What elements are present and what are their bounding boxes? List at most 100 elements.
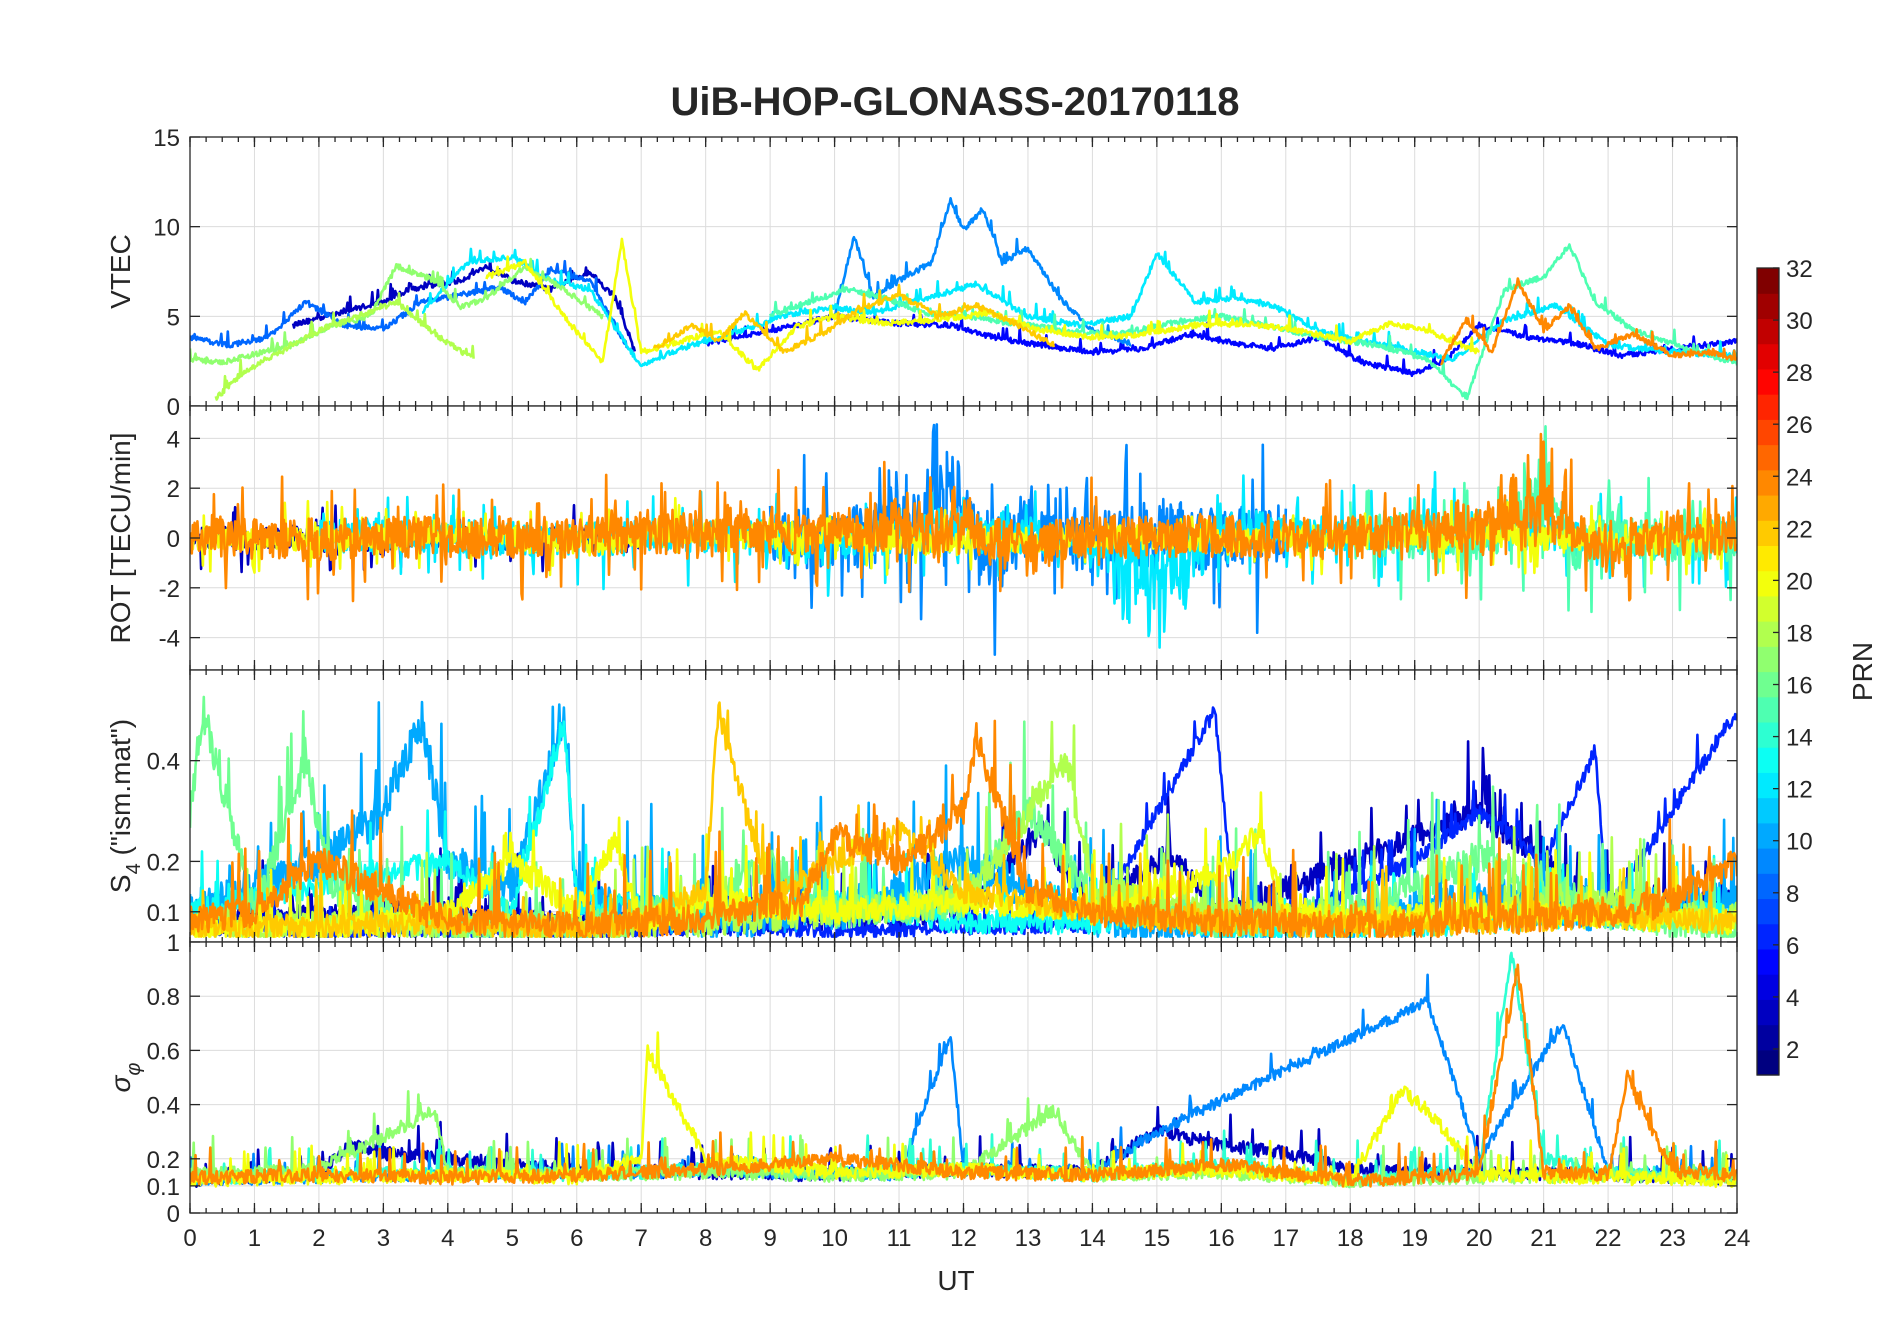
x-tick-label: 10 xyxy=(821,1225,848,1252)
colorbar-tick-label: 6 xyxy=(1786,933,1799,960)
series-line-prn-24 xyxy=(190,432,1737,603)
colorbar-segment xyxy=(1757,848,1779,874)
sigma-phi-panel: 00.10.2 0.4 0.6 0.8 1 σφ xyxy=(105,930,1738,1228)
series-line-prn-18 xyxy=(214,291,475,401)
colorbar-tick-label: 2 xyxy=(1786,1037,1799,1064)
x-tick-label: 1 xyxy=(248,1225,261,1252)
colorbar-segment xyxy=(1757,545,1779,572)
y-axis-label: ROT [TECU/min] xyxy=(105,432,136,643)
colorbar-tick-label: 26 xyxy=(1786,412,1813,439)
x-axis-label: UT xyxy=(937,1265,974,1296)
colorbar-tick-label: 4 xyxy=(1786,985,1799,1012)
colorbar-segment xyxy=(1757,570,1779,597)
x-tick-label: 14 xyxy=(1079,1225,1106,1252)
y-tick-label: 1 xyxy=(167,930,180,957)
series-line-prn-24 xyxy=(1440,277,1737,366)
x-tick-label: 7 xyxy=(635,1225,648,1252)
x-tick-label: 18 xyxy=(1337,1225,1364,1252)
colorbar-segment xyxy=(1757,646,1779,673)
y-tick-label: 0.2 xyxy=(147,1147,180,1174)
x-tick-label: 2 xyxy=(312,1225,325,1252)
colorbar-tick-label: 8 xyxy=(1786,881,1799,908)
y-tick-label: 2 xyxy=(167,476,180,503)
series-group xyxy=(190,951,1737,1189)
y-tick-label: 15 xyxy=(153,125,180,152)
colorbar-segment xyxy=(1757,999,1779,1026)
colorbar-tick-label: 14 xyxy=(1786,725,1813,752)
y-tick-label: 0.6 xyxy=(147,1038,180,1065)
colorbar-frame xyxy=(1756,267,1780,1076)
y-axis-label: S4 ("ism.mat") xyxy=(105,719,145,893)
colorbar-segment xyxy=(1757,293,1779,320)
y-tick-label: 4 xyxy=(167,426,180,453)
colorbar-segment xyxy=(1757,368,1779,395)
x-tick-label: 12 xyxy=(950,1225,977,1252)
colorbar-tick-label: 30 xyxy=(1786,308,1813,335)
colorbar-segment xyxy=(1757,747,1779,773)
x-tick-label: 19 xyxy=(1401,1225,1428,1252)
series-group xyxy=(190,197,1737,401)
colorbar-segment xyxy=(1757,873,1779,900)
x-tick-label: 0 xyxy=(183,1225,196,1252)
series-line-prn-17 xyxy=(190,257,604,366)
colorbar-segment xyxy=(1757,494,1779,521)
y-tick-label: 0 xyxy=(167,1201,180,1228)
colorbar-segment xyxy=(1757,1024,1779,1051)
x-tick-label: 9 xyxy=(763,1225,776,1252)
colorbar-segment xyxy=(1757,948,1779,975)
y-tick-label: -4 xyxy=(159,626,180,653)
x-tick-label: 24 xyxy=(1724,1225,1751,1252)
y-tick-label: 0.4 xyxy=(147,749,180,776)
y-axis-label: σφ xyxy=(105,1063,145,1093)
colorbar-segment xyxy=(1757,974,1779,1000)
colorbar-segment xyxy=(1757,343,1779,370)
colorbar-segment xyxy=(1757,419,1779,446)
y-tick-label: 0.1 xyxy=(147,1174,180,1201)
y-tick-label: 5 xyxy=(167,304,180,331)
vtec-panel: 0 5 10 15 VTEC xyxy=(105,125,1738,421)
colorbar-segment xyxy=(1757,898,1779,925)
s4-panel: 0.1 0.2 0.4S4 ("ism.mat") xyxy=(105,669,1738,943)
x-tick-label: 16 xyxy=(1208,1225,1235,1252)
x-tick-label: 20 xyxy=(1466,1225,1493,1252)
y-tick-label: 0 xyxy=(167,394,180,421)
x-tick-label: 11 xyxy=(887,1225,912,1252)
colorbar-segment xyxy=(1757,721,1779,748)
series-line-prn-24 xyxy=(190,963,1737,1188)
rot-panel: -4 -2 0 2 4 ROT [TECU/min] xyxy=(105,405,1738,671)
series-line-prn-24 xyxy=(190,719,1737,938)
colorbar-segment xyxy=(1757,671,1779,698)
y-tick-label: 10 xyxy=(153,215,180,242)
x-tick-label: 13 xyxy=(1015,1225,1042,1252)
series-line-prn-20 xyxy=(485,237,1481,372)
colorbar-tick-label: 22 xyxy=(1786,516,1813,543)
y-tick-label: 0.8 xyxy=(147,984,180,1011)
colorbar-tick-label: 32 xyxy=(1786,256,1813,283)
chart-title: UiB-HOP-GLONASS-20170118 xyxy=(670,80,1239,124)
series-line-prn-8 xyxy=(190,259,630,350)
colorbar-segment xyxy=(1757,1049,1779,1076)
x-tick-label: 17 xyxy=(1272,1225,1299,1252)
colorbar-tick-label: 18 xyxy=(1786,620,1813,647)
colorbar-segment xyxy=(1757,621,1779,647)
colorbar-segment xyxy=(1757,923,1779,950)
y-axis-label: VTEC xyxy=(105,234,136,309)
colorbar-segment xyxy=(1757,444,1779,471)
y-tick-label: 0 xyxy=(167,526,180,553)
colorbar-segment xyxy=(1757,268,1779,294)
colorbar-segment xyxy=(1757,696,1779,723)
colorbar-tick-label: 16 xyxy=(1786,673,1813,700)
colorbar-label: PRN xyxy=(1847,642,1878,701)
x-tick-label: 21 xyxy=(1530,1225,1557,1252)
x-tick-label: 23 xyxy=(1659,1225,1686,1252)
colorbar-tick-label: 12 xyxy=(1786,777,1813,804)
colorbar-tick-label: 10 xyxy=(1786,829,1813,856)
x-tick-label: 6 xyxy=(570,1225,583,1252)
x-tick-label: 22 xyxy=(1595,1225,1622,1252)
series-line-prn-12 xyxy=(421,247,1737,368)
colorbar-segment xyxy=(1757,595,1779,622)
colorbar-segment xyxy=(1757,797,1779,824)
